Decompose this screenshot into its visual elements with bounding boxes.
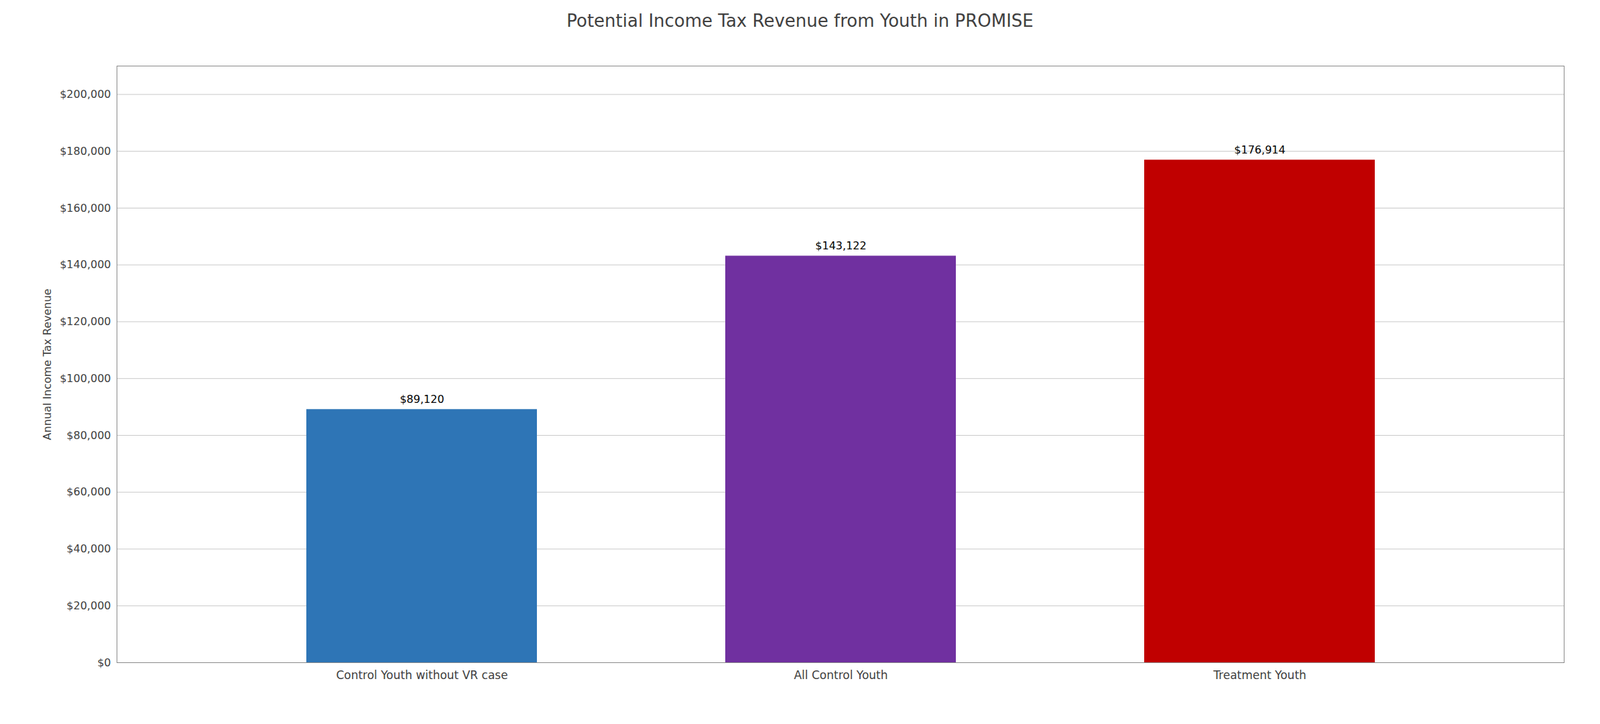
svg-text:$60,000: $60,000 [66,485,111,499]
svg-text:$80,000: $80,000 [66,428,111,442]
svg-text:$120,000: $120,000 [59,315,111,328]
svg-text:$140,000: $140,000 [59,258,111,271]
svg-text:Treatment Youth: Treatment Youth [1212,668,1307,682]
svg-text:Annual Income Tax Revenue: Annual Income Tax Revenue [40,288,54,441]
svg-text:$20,000: $20,000 [66,599,111,612]
svg-text:$143,122: $143,122 [815,239,867,253]
svg-text:Control Youth without VR case: Control Youth without VR case [335,668,508,682]
svg-text:$0: $0 [97,656,111,669]
svg-text:$40,000: $40,000 [66,542,111,556]
svg-text:$160,000: $160,000 [59,201,111,215]
svg-text:$200,000: $200,000 [59,87,111,101]
svg-text:$89,120: $89,120 [399,392,444,406]
svg-text:$100,000: $100,000 [59,372,111,385]
svg-text:All Control Youth: All Control Youth [793,668,888,682]
html-text:Potential Income Tax Revenue f: Potential Income Tax Revenue from Youth … [566,10,1034,31]
svg-text:$180,000: $180,000 [59,144,111,158]
svg-text:$176,914: $176,914 [1234,143,1285,157]
